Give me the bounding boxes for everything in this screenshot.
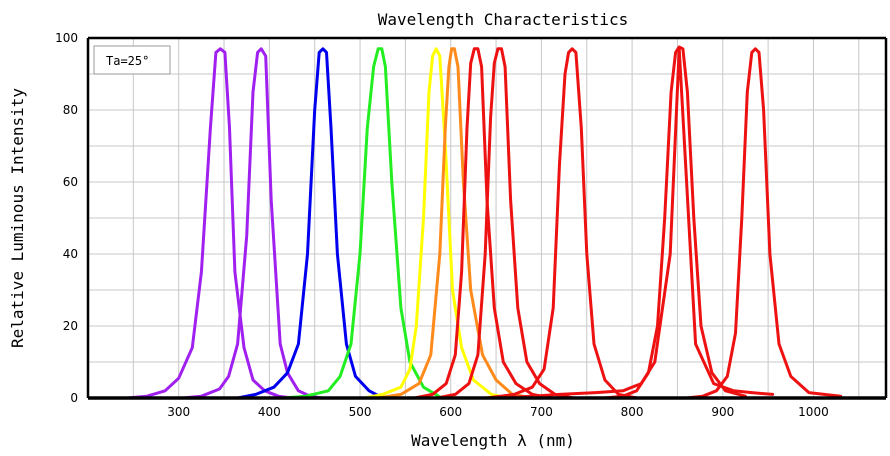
chart-title: Wavelength Characteristics (378, 10, 628, 29)
x-tick-label: 800 (621, 405, 644, 419)
y-tick-label: 60 (63, 175, 78, 189)
x-tick-label: 1000 (798, 405, 829, 419)
spectral-curve-11 (685, 47, 843, 400)
spectral-curve-10 (603, 45, 747, 400)
y-tick-label: 40 (63, 247, 78, 261)
spectral-curve-5 (363, 47, 509, 400)
y-tick-label: 0 (70, 391, 78, 405)
spectral-curve-12 (494, 47, 775, 400)
spectral-curve-8 (435, 47, 575, 400)
spectral-curve-4 (281, 47, 444, 400)
spectral-curve-1 (125, 47, 294, 400)
x-axis-label: Wavelength λ (nm) (411, 431, 575, 450)
x-tick-label: 700 (530, 405, 553, 419)
y-tick-label: 80 (63, 103, 78, 117)
x-tick-label: 400 (258, 405, 281, 419)
plot-frame (86, 36, 888, 400)
annotation-label: Ta=25° (106, 54, 149, 68)
spectral-curves (125, 45, 843, 400)
x-tick-label: 500 (349, 405, 372, 419)
spectral-curve-9 (485, 47, 639, 400)
x-tick-label: 300 (167, 405, 190, 419)
temperature-annotation: Ta=25° (93, 45, 171, 75)
spectral-curve-6 (376, 47, 534, 400)
x-tick-label: 600 (439, 405, 462, 419)
spectral-curve-3 (236, 47, 385, 400)
y-tick-label: 20 (63, 319, 78, 333)
y-axis-label: Relative Luminous Intensity (8, 88, 27, 348)
y-tick-label: 100 (55, 31, 78, 45)
spectral-curve-2 (181, 47, 324, 400)
spectral-curve-7 (413, 47, 552, 400)
x-tick-label: 900 (711, 405, 734, 419)
tick-labels: 300 400 500 600 700 800 900 1000 0 20 40 60 80 100 (55, 31, 829, 419)
